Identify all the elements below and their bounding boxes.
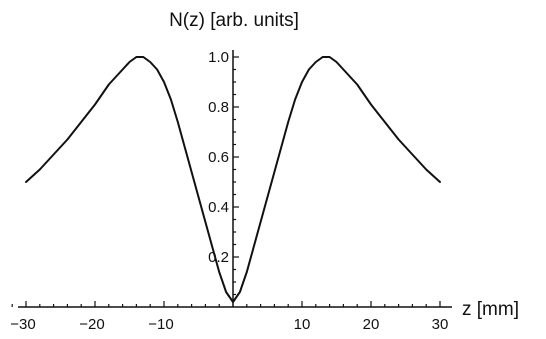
y-ticks: 0.2 0.4 0.6 0.8 1.0: [208, 49, 239, 296]
axes: [18, 50, 452, 308]
x-tick-label: 10: [294, 316, 311, 333]
y-axis-title: N(z) [arb. units]: [169, 10, 299, 31]
y-tick-label: 0.6: [208, 149, 229, 166]
x-tick-label: 30: [432, 316, 449, 333]
y-tick-label: 1.0: [208, 49, 229, 66]
x-tick-label: −10: [148, 316, 173, 333]
x-tick-label: −30: [10, 316, 35, 333]
x-tick-label: −20: [79, 316, 104, 333]
y-tick-label: 0.2: [208, 249, 229, 266]
x-ticks: −30 −20 −10 10 20 30: [10, 301, 448, 333]
y-tick-label: 0.8: [208, 99, 229, 116]
series-line: [25, 56, 441, 303]
x-axis-title: z [mm]: [462, 299, 519, 320]
y-tick-label: 0.4: [208, 199, 229, 216]
series-layer: [25, 56, 441, 303]
x-tick-label: 20: [363, 316, 380, 333]
